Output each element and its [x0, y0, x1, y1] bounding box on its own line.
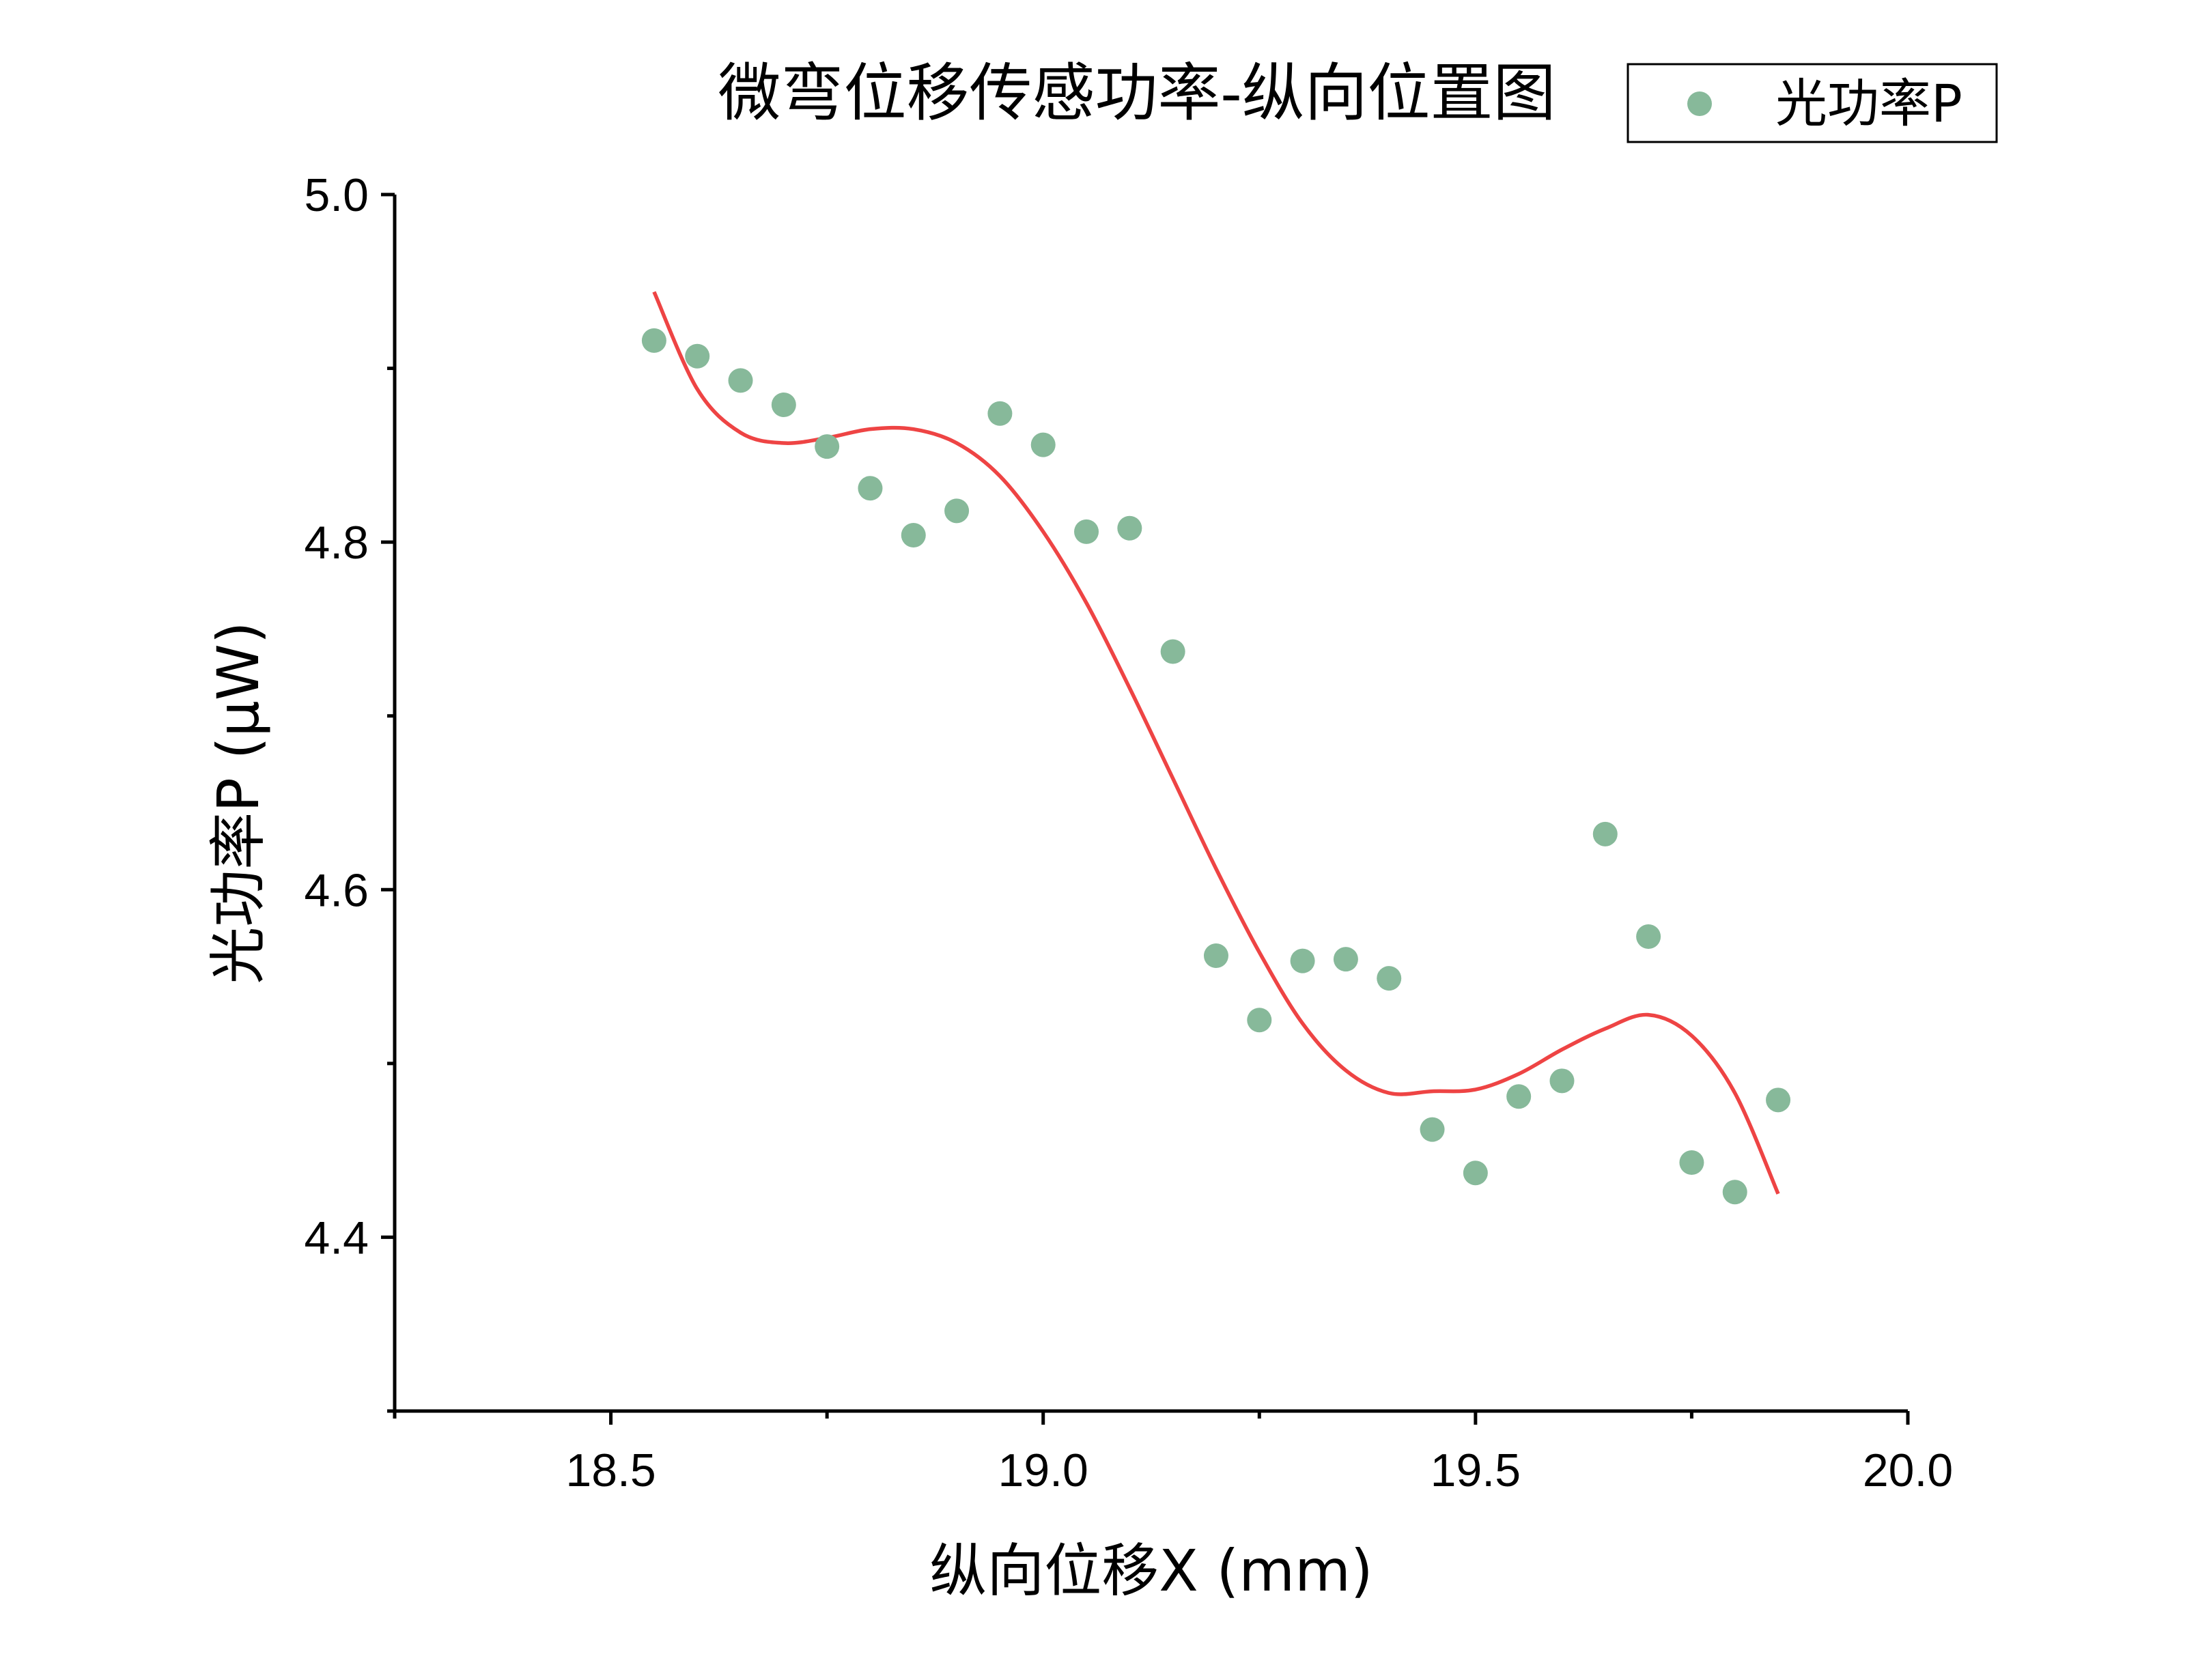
- legend-marker: [1687, 91, 1712, 116]
- data-point: [1722, 1180, 1747, 1205]
- data-point: [1160, 639, 1185, 664]
- legend: 光功率P: [1627, 63, 1998, 143]
- data-point: [901, 522, 926, 547]
- chart-title: 微弯位移传感功率-纵向位置图: [718, 57, 1556, 130]
- data-point: [944, 498, 970, 524]
- x-tick-label: 18.5: [565, 1444, 656, 1496]
- y-ticks: 4.4 4.6 4.8 5.0: [304, 169, 395, 1413]
- x-tick-label: 19.0: [998, 1444, 1088, 1496]
- x-axis-label: 纵向位移X (mm): [929, 1537, 1372, 1604]
- y-tick-label: 4.6: [304, 864, 369, 916]
- data-point: [1290, 948, 1315, 973]
- data-point: [1679, 1150, 1704, 1175]
- y-tick-label: 5.0: [304, 169, 369, 221]
- plot-area: 4.4 4.6 4.8 5.0 18.5 19.0 19.5 20.0: [304, 169, 1953, 1496]
- legend-label: 光功率P: [1775, 73, 1962, 134]
- data-point: [771, 393, 796, 418]
- x-tick-label: 20.0: [1863, 1444, 1953, 1496]
- data-point: [641, 328, 666, 353]
- data-point: [858, 476, 883, 501]
- fit-curve: [652, 291, 1780, 1195]
- y-tick-label: 4.8: [304, 517, 369, 569]
- x-tick-label: 19.5: [1431, 1444, 1521, 1496]
- x-ticks: 18.5 19.0 19.5 20.0: [393, 1411, 1953, 1496]
- data-point: [1203, 943, 1228, 969]
- data-point: [1506, 1084, 1532, 1109]
- y-axis-label: 光功率P (μW): [205, 621, 272, 984]
- data-point: [1766, 1087, 1791, 1113]
- data-point: [1074, 519, 1099, 544]
- data-point: [685, 343, 710, 369]
- data-point: [1549, 1068, 1575, 1094]
- data-point: [1333, 947, 1358, 972]
- data-point: [1463, 1161, 1488, 1186]
- data-point: [1030, 432, 1056, 457]
- data-point: [1117, 515, 1142, 541]
- data-point: [1636, 924, 1661, 950]
- data-point: [1247, 1008, 1272, 1033]
- data-point: [987, 401, 1013, 426]
- data-point: [1377, 966, 1402, 991]
- data-point: [1420, 1117, 1445, 1142]
- data-point: [1592, 821, 1618, 846]
- y-tick-label: 4.4: [304, 1212, 369, 1264]
- data-point: [815, 434, 840, 459]
- data-point: [728, 368, 753, 393]
- series-layer: [641, 291, 1791, 1205]
